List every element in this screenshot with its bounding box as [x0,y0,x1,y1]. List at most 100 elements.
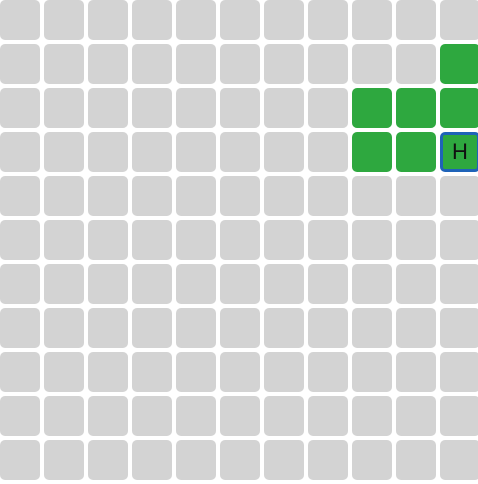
grid-cell-filled[interactable] [396,132,436,172]
grid-cell[interactable] [220,308,260,348]
grid-cell[interactable] [176,396,216,436]
grid-cell[interactable] [44,132,84,172]
grid-cell[interactable] [88,220,128,260]
grid-cell[interactable] [308,176,348,216]
grid-cell[interactable] [44,176,84,216]
grid-cell[interactable] [264,396,304,436]
grid-cell[interactable] [264,308,304,348]
grid-cell[interactable] [0,308,40,348]
grid-cell-filled[interactable] [396,88,436,128]
grid-cell-filled[interactable] [440,44,478,84]
grid-cell[interactable] [264,220,304,260]
grid-cell[interactable] [132,88,172,128]
grid-cell[interactable] [264,132,304,172]
grid-cell[interactable] [88,308,128,348]
grid-cell[interactable] [88,176,128,216]
grid-cell[interactable] [220,352,260,392]
grid-cell[interactable] [352,264,392,304]
grid-cell[interactable] [176,132,216,172]
grid-cell-active[interactable]: H [440,132,478,172]
grid-cell[interactable] [308,264,348,304]
grid-cell[interactable] [352,440,392,480]
grid-cell[interactable] [176,44,216,84]
grid-cell[interactable] [44,88,84,128]
grid-cell[interactable] [440,220,478,260]
grid-cell[interactable] [396,264,436,304]
grid-cell[interactable] [0,44,40,84]
grid-cell[interactable] [220,44,260,84]
grid-cell[interactable] [176,88,216,128]
grid-cell[interactable] [308,352,348,392]
grid-cell[interactable] [132,220,172,260]
grid-cell[interactable] [220,132,260,172]
grid-cell[interactable] [352,396,392,436]
grid-cell[interactable] [352,308,392,348]
grid-cell[interactable] [352,44,392,84]
grid-cell[interactable] [396,396,436,436]
grid-cell[interactable] [132,44,172,84]
grid-cell[interactable] [308,396,348,436]
grid-cell[interactable] [220,0,260,40]
grid-cell-filled[interactable] [352,132,392,172]
grid-cell[interactable] [44,352,84,392]
grid-cell[interactable] [308,440,348,480]
grid-cell[interactable] [264,440,304,480]
grid-cell[interactable] [264,0,304,40]
grid-cell[interactable] [88,88,128,128]
grid-cell[interactable] [132,264,172,304]
grid-cell[interactable] [88,440,128,480]
grid-cell[interactable] [44,396,84,436]
grid-cell[interactable] [396,352,436,392]
grid-cell[interactable] [220,396,260,436]
grid-cell[interactable] [308,132,348,172]
grid-cell[interactable] [132,440,172,480]
grid-cell[interactable] [132,0,172,40]
grid-cell[interactable] [132,308,172,348]
grid-cell[interactable] [0,88,40,128]
grid-cell[interactable] [176,220,216,260]
grid-cell[interactable] [440,0,478,40]
grid-cell[interactable] [352,352,392,392]
grid-cell[interactable] [176,352,216,392]
grid-cell[interactable] [44,440,84,480]
grid-cell[interactable] [88,44,128,84]
grid-cell[interactable] [132,132,172,172]
grid-cell[interactable] [0,352,40,392]
grid-cell[interactable] [440,308,478,348]
grid-cell[interactable] [220,176,260,216]
grid-cell[interactable] [176,440,216,480]
grid-cell[interactable] [308,0,348,40]
grid-cell[interactable] [264,264,304,304]
grid-cell[interactable] [0,132,40,172]
grid-cell[interactable] [396,0,436,40]
grid-cell[interactable] [352,0,392,40]
grid-cell[interactable] [0,220,40,260]
grid-cell[interactable] [308,44,348,84]
grid-cell[interactable] [352,220,392,260]
grid-cell[interactable] [220,220,260,260]
grid-cell[interactable] [88,0,128,40]
grid-cell[interactable] [352,176,392,216]
grid-cell-filled[interactable] [352,88,392,128]
grid-cell[interactable] [440,176,478,216]
grid-cell[interactable] [440,352,478,392]
grid-cell[interactable] [220,264,260,304]
grid-cell[interactable] [440,264,478,304]
grid-cell[interactable] [440,396,478,436]
grid-cell[interactable] [264,352,304,392]
grid-cell[interactable] [308,308,348,348]
grid-cell[interactable] [88,396,128,436]
grid-cell[interactable] [176,264,216,304]
grid-cell[interactable] [264,44,304,84]
grid-cell[interactable] [88,264,128,304]
grid-cell[interactable] [0,0,40,40]
grid-cell-filled[interactable] [440,88,478,128]
grid-cell[interactable] [176,308,216,348]
grid-cell[interactable] [396,44,436,84]
grid-cell[interactable] [88,132,128,172]
grid-cell[interactable] [396,308,436,348]
grid-cell[interactable] [44,308,84,348]
grid-cell[interactable] [264,176,304,216]
grid-cell[interactable] [308,220,348,260]
grid-cell[interactable] [396,440,436,480]
